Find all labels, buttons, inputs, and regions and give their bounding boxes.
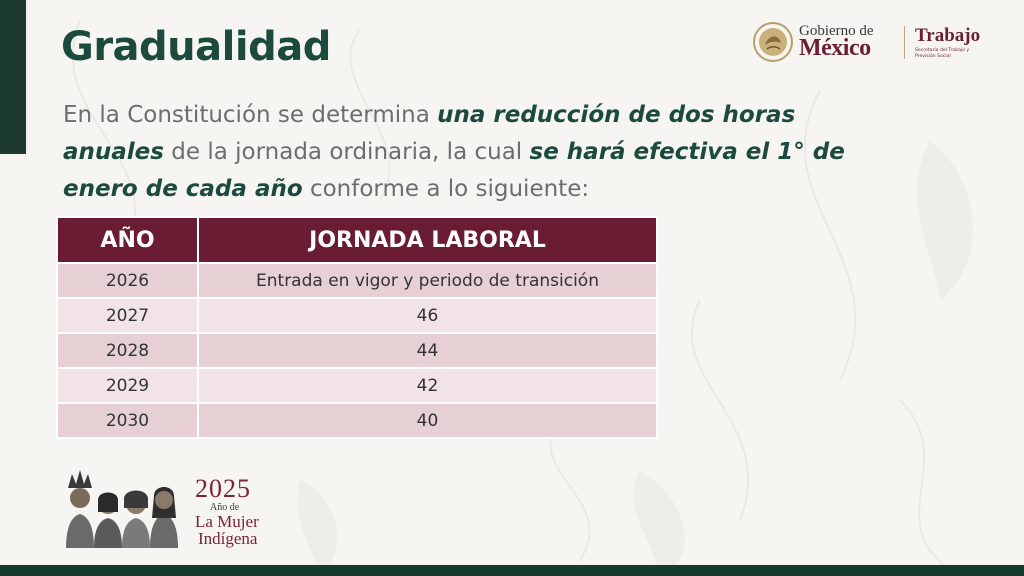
year-cell: 2029 bbox=[56, 367, 199, 404]
workday-cell: 42 bbox=[197, 367, 658, 404]
badge-anio-de: Año de bbox=[210, 502, 240, 513]
header-year: AÑO bbox=[56, 216, 199, 264]
page-title: Gradualidad bbox=[61, 24, 331, 70]
indigenous-women-illustration-icon bbox=[66, 470, 178, 548]
workday-cell: 44 bbox=[197, 332, 658, 369]
mexico-text: México bbox=[799, 35, 871, 61]
workday-cell: Entrada en vigor y periodo de transición bbox=[197, 262, 658, 299]
year-cell: 2026 bbox=[56, 262, 199, 299]
table-row: 2027 46 bbox=[56, 297, 658, 334]
schedule-table: AÑO JORNADA LABORAL 2026 Entrada en vigo… bbox=[56, 216, 658, 439]
workday-cell: 46 bbox=[197, 297, 658, 334]
year-cell: 2028 bbox=[56, 332, 199, 369]
secretaria-text: Secretaría del Trabajo y Previsión Socia… bbox=[915, 48, 970, 59]
gobierno-mexico-logo: Gobierno de México Trabajo Secretaría de… bbox=[752, 20, 997, 64]
year-cell: 2027 bbox=[56, 297, 199, 334]
gobierno-de-text: Gobierno de bbox=[799, 23, 874, 39]
year-cell: 2030 bbox=[56, 402, 199, 439]
table-row: 2029 42 bbox=[56, 367, 658, 404]
workday-cell: 40 bbox=[197, 402, 658, 439]
lead-emphasis-2: se hará efectiva el 1° de enero de cada … bbox=[63, 139, 845, 202]
lead-text-3: conforme a lo siguiente: bbox=[302, 176, 590, 202]
left-accent-bar bbox=[0, 0, 26, 154]
table-header-row: AÑO JORNADA LABORAL bbox=[56, 216, 658, 264]
lead-text-2: de la jornada ordinaria, la cual bbox=[163, 139, 530, 165]
trabajo-text: Trabajo bbox=[915, 25, 981, 46]
logo-divider bbox=[904, 26, 905, 59]
table-row: 2028 44 bbox=[56, 332, 658, 369]
table-row: 2030 40 bbox=[56, 402, 658, 439]
lead-paragraph: En la Constitución se determina una redu… bbox=[63, 97, 853, 208]
table-row: 2026 Entrada en vigor y periodo de trans… bbox=[56, 262, 658, 299]
lead-text-1: En la Constitución se determina bbox=[63, 102, 438, 128]
badge-year: 2025 bbox=[195, 474, 251, 503]
badge-la-mujer: La Mujer bbox=[195, 512, 259, 531]
bottom-bar bbox=[0, 565, 1024, 576]
anio-mujer-indigena-badge: 2025 Año de La Mujer Indígena bbox=[58, 466, 273, 550]
national-seal-icon bbox=[753, 22, 793, 62]
header-workday: JORNADA LABORAL bbox=[197, 216, 658, 264]
lead-emphasis-1: una reducción de dos horas anuales bbox=[63, 102, 796, 165]
badge-indigena: Indígena bbox=[198, 529, 258, 548]
